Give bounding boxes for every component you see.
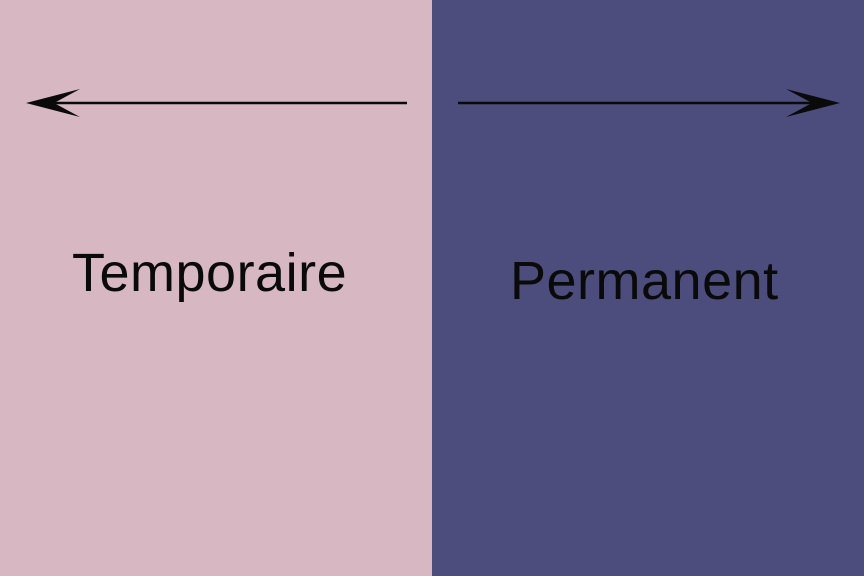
arrow-right-icon xyxy=(458,89,840,117)
permanent-panel: Permanent xyxy=(432,0,864,576)
permanent-label: Permanent xyxy=(510,251,779,311)
temporary-label: Temporaire xyxy=(72,243,348,303)
temporary-panel: Temporaire xyxy=(0,0,432,576)
arrow-left-icon xyxy=(26,89,407,117)
